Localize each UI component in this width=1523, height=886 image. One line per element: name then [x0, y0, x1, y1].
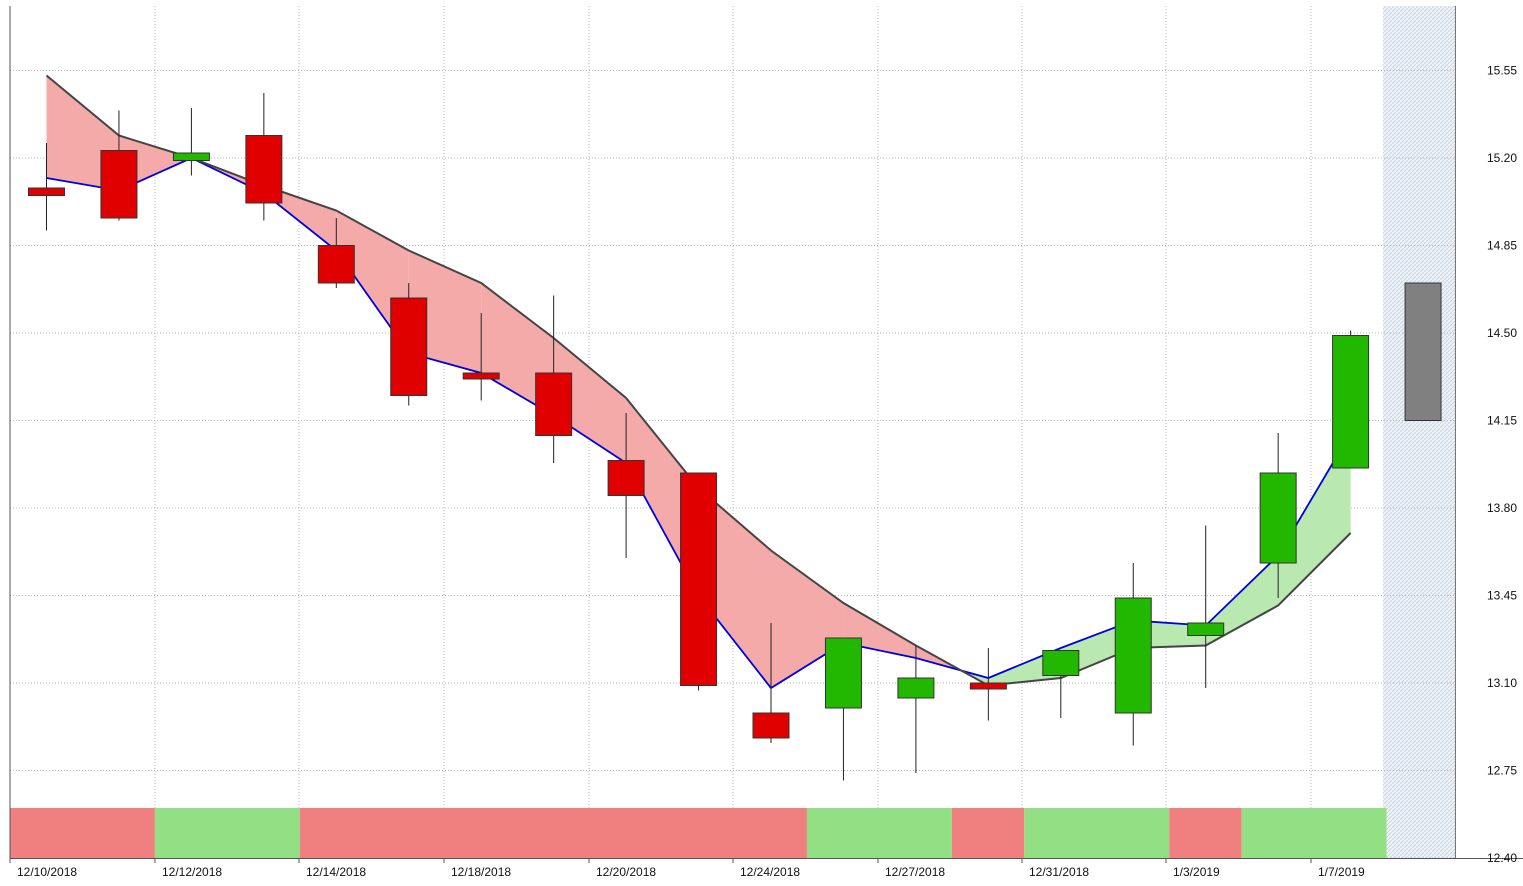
- candle-body: [752, 712, 790, 739]
- future-zone-area: [1383, 6, 1455, 858]
- candle-body: [390, 297, 428, 396]
- candle-body: [824, 637, 862, 709]
- y-tick-label: 13.10: [1487, 676, 1517, 690]
- y-tick-label: 14.85: [1487, 239, 1517, 253]
- candle-body: [172, 152, 210, 161]
- candle-body: [245, 135, 283, 204]
- candle-body: [535, 372, 573, 436]
- candle-body: [969, 682, 1007, 690]
- y-axis-labels: 15.55 15.20 14.85 14.50 14.15 13.80 13.45 13.10…: [1487, 64, 1517, 866]
- x-tick-label: 12/24/2018: [740, 865, 800, 879]
- y-tick-label: 14.15: [1487, 414, 1517, 428]
- future-zone: [1383, 6, 1455, 858]
- x-tick-label: 12/18/2018: [451, 865, 511, 879]
- candle-body: [462, 372, 500, 380]
- signal-band-segment: [1169, 808, 1242, 858]
- signal-band-segment: [10, 808, 155, 858]
- y-tick-label: 15.20: [1487, 151, 1517, 165]
- signal-band-segment: [806, 808, 952, 858]
- y-tick-label: 12.75: [1487, 764, 1517, 778]
- signal-band-segment: [951, 808, 1025, 858]
- candle-body: [1114, 597, 1152, 714]
- x-axis-labels: 12/10/2018 12/12/2018 12/14/2018 12/18/2018…: [9, 858, 1365, 879]
- trend-fill-segment: [553, 338, 627, 463]
- y-tick-label: 13.45: [1487, 589, 1517, 603]
- y-tick-label: 15.55: [1487, 64, 1517, 78]
- y-tick-label: 13.80: [1487, 501, 1517, 515]
- candle-body: [680, 472, 718, 686]
- signal-band-segment: [154, 808, 300, 858]
- candle-body: [1042, 650, 1080, 676]
- candles: [28, 93, 1442, 781]
- candle-body: [1259, 472, 1297, 564]
- signal-band: [10, 808, 1387, 858]
- x-tick-label: 12/14/2018: [306, 865, 366, 879]
- candle-body: [1404, 282, 1442, 421]
- x-tick-label: 1/3/2019: [1173, 865, 1220, 879]
- x-tick-label: 12/12/2018: [162, 865, 222, 879]
- signal-band-segment: [299, 808, 807, 858]
- candle-body: [1187, 622, 1225, 636]
- gridlines: [9, 6, 1456, 859]
- candle-body: [28, 187, 65, 196]
- y-tick-label: 14.50: [1487, 326, 1517, 340]
- y-tick-label: 12.40: [1487, 851, 1517, 865]
- signal-band-segment: [1024, 808, 1170, 858]
- x-tick-label: 12/10/2018: [17, 865, 77, 879]
- x-tick-label: 12/20/2018: [596, 865, 656, 879]
- signal-band-segment: [1241, 808, 1387, 858]
- axes: [9, 6, 1523, 859]
- x-tick-label: 1/7/2019: [1318, 865, 1365, 879]
- candle-body: [607, 460, 645, 496]
- candle-body: [1332, 335, 1370, 469]
- x-tick-label: 12/27/2018: [885, 865, 945, 879]
- candle-body: [317, 245, 355, 284]
- x-tick-label: 12/31/2018: [1029, 865, 1089, 879]
- candle-body: [100, 150, 138, 219]
- candle-body: [897, 677, 935, 699]
